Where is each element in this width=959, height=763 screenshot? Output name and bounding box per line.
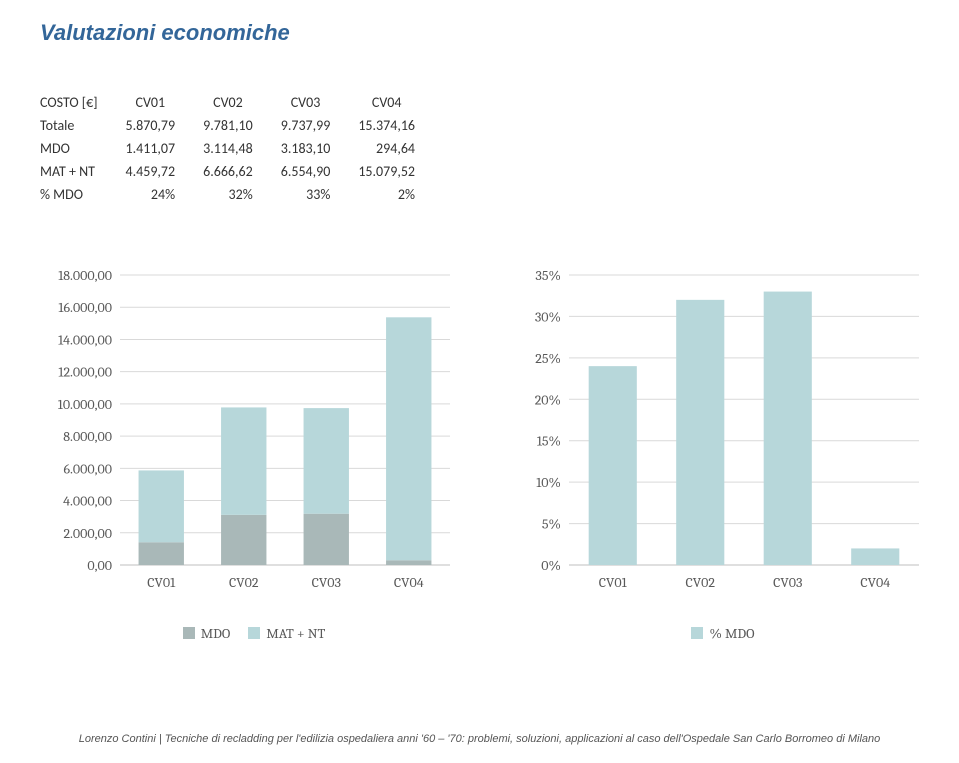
footer-text: Tecniche di recladding per l'edilizia os… bbox=[165, 733, 880, 745]
chart-pct-mdo: 0% 5% 10% 15% 20% 25% 30% 35% CV01 CV02 CV03 CV04 %… bbox=[499, 265, 929, 642]
cell: 15.374,16 bbox=[344, 114, 429, 137]
footer-author: Lorenzo Contini bbox=[79, 733, 156, 745]
svg-text:25%: 25% bbox=[535, 350, 561, 367]
cell: 9.737,99 bbox=[267, 114, 345, 137]
svg-text:8.000,00: 8.000,00 bbox=[63, 428, 112, 445]
cell: 1.411,07 bbox=[112, 137, 190, 160]
row-label: MAT + NT bbox=[40, 160, 112, 183]
table-row: % MDO24%32%33%2% bbox=[40, 183, 429, 206]
table-row: Totale5.870,799.781,109.737,9915.374,16 bbox=[40, 114, 429, 137]
svg-text:CV02: CV02 bbox=[686, 574, 716, 591]
legend-swatch bbox=[691, 627, 703, 639]
svg-text:6.000,00: 6.000,00 bbox=[63, 460, 112, 477]
row-label: % MDO bbox=[40, 183, 112, 206]
chart-legend-right: % MDO bbox=[499, 625, 929, 642]
legend-swatch bbox=[248, 627, 260, 639]
svg-text:CV01: CV01 bbox=[147, 574, 176, 591]
svg-text:CV02: CV02 bbox=[229, 574, 259, 591]
row-label: MDO bbox=[40, 137, 112, 160]
row-label: Totale bbox=[40, 114, 112, 137]
legend-swatch bbox=[183, 627, 195, 639]
col-header-label: COSTO [€] bbox=[40, 91, 112, 114]
cell: 3.183,10 bbox=[267, 137, 345, 160]
svg-text:0,00: 0,00 bbox=[87, 557, 112, 574]
svg-text:18.000,00: 18.000,00 bbox=[58, 267, 112, 284]
chart-stacked-costs: 0,00 2.000,00 4.000,00 6.000,00 8.000,00 10.0… bbox=[30, 265, 460, 642]
svg-text:CV03: CV03 bbox=[312, 574, 341, 591]
cell: 32% bbox=[189, 183, 267, 206]
col-header: CV03 bbox=[267, 91, 345, 114]
cell: 4.459,72 bbox=[112, 160, 190, 183]
cell: 9.781,10 bbox=[189, 114, 267, 137]
col-header: CV02 bbox=[189, 91, 267, 114]
svg-text:10%: 10% bbox=[536, 474, 561, 491]
svg-text:16.000,00: 16.000,00 bbox=[58, 299, 112, 316]
cell: 6.666,62 bbox=[189, 160, 267, 183]
svg-text:15%: 15% bbox=[537, 433, 561, 450]
cell: 5.870,79 bbox=[112, 114, 190, 137]
svg-text:20%: 20% bbox=[535, 391, 561, 408]
svg-text:30%: 30% bbox=[535, 308, 561, 325]
cell: 24% bbox=[112, 183, 190, 206]
table-row: MDO1.411,073.114,483.183,10294,64 bbox=[40, 137, 429, 160]
legend-label: MAT + NT bbox=[266, 625, 325, 642]
cell: 3.114,48 bbox=[189, 137, 267, 160]
svg-text:35%: 35% bbox=[535, 267, 561, 284]
svg-text:10.000,00: 10.000,00 bbox=[58, 396, 112, 413]
cell: 2% bbox=[344, 183, 429, 206]
cell: 294,64 bbox=[344, 137, 429, 160]
svg-text:5%: 5% bbox=[542, 516, 561, 533]
chart-legend-left: MDO MAT + NT bbox=[30, 625, 460, 642]
table-row: MAT + NT4.459,726.666,626.554,9015.079,5… bbox=[40, 160, 429, 183]
col-header: CV01 bbox=[112, 91, 190, 114]
footer-citation: Lorenzo Contini | Tecniche di recladding… bbox=[0, 733, 959, 745]
svg-text:12.000,00: 12.000,00 bbox=[58, 364, 112, 381]
cell: 6.554,90 bbox=[267, 160, 345, 183]
svg-text:2.000,00: 2.000,00 bbox=[63, 525, 112, 542]
svg-text:CV04: CV04 bbox=[394, 574, 424, 591]
data-table: COSTO [€] CV01 CV02 CV03 CV04 Totale5.87… bbox=[40, 91, 429, 206]
svg-text:CV04: CV04 bbox=[860, 574, 890, 591]
page-title: Valutazioni economiche bbox=[40, 20, 919, 46]
legend-label: MDO bbox=[201, 625, 231, 642]
svg-text:CV01: CV01 bbox=[599, 574, 628, 591]
svg-text:14.000,00: 14.000,00 bbox=[58, 331, 112, 348]
cell: 15.079,52 bbox=[344, 160, 429, 183]
svg-text:4.000,00: 4.000,00 bbox=[63, 493, 112, 510]
col-header: CV04 bbox=[344, 91, 429, 114]
svg-text:CV03: CV03 bbox=[773, 574, 802, 591]
cell: 33% bbox=[267, 183, 345, 206]
legend-label: % MDO bbox=[709, 625, 754, 642]
svg-text:0%: 0% bbox=[541, 557, 561, 574]
